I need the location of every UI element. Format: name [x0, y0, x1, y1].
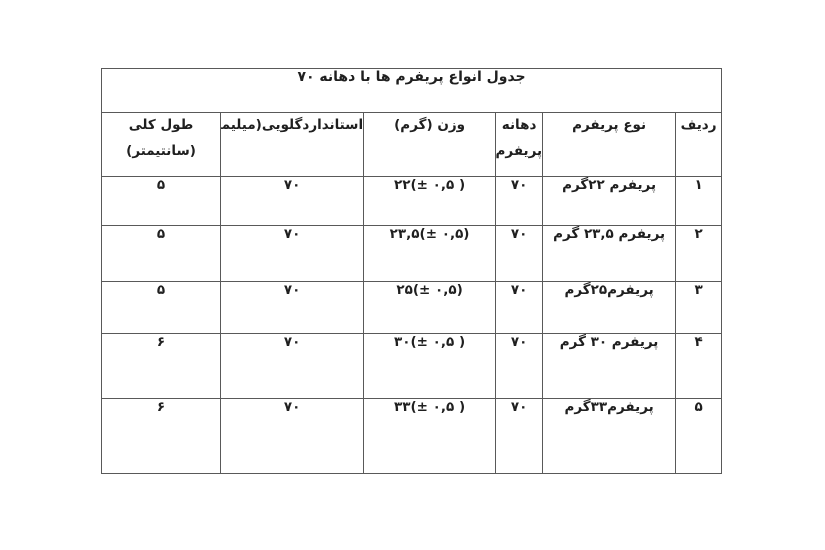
cell-standard: ۷۰: [220, 398, 365, 474]
cell-dahane: ۷۰: [495, 398, 544, 474]
cell-radif: ۲: [675, 225, 723, 282]
table-title-row: جدول انواع پریفرم ها با دهانه ۷۰: [100, 68, 723, 113]
cell-dahane: ۷۰: [495, 333, 544, 399]
col-header-length: طول کلی (سانتیمتر): [100, 112, 222, 177]
col-header-standard: استانداردگلویی(میلیمتر): [220, 112, 365, 177]
col-header-dahane: دهانه پریفرم: [495, 112, 544, 177]
cell-length: ۵: [100, 176, 222, 226]
cell-weight-value: ۳۳(± ۰,۵ ): [394, 399, 466, 416]
table-row: ۵ پریفرم۳۳گرم ۷۰ ۳۳(± ۰,۵ ) ۷۰ ۶: [100, 398, 723, 474]
cell-standard: ۷۰: [220, 281, 365, 334]
cell-weight: ۲۲(± ۰,۵ ): [363, 176, 497, 226]
col-header-type: نوع پریفرم: [542, 112, 677, 177]
cell-length: ۵: [100, 281, 222, 334]
cell-length: ۵: [100, 225, 222, 282]
cell-radif: ۳: [675, 281, 723, 334]
cell-length: ۶: [100, 333, 222, 399]
cell-type: پریفرم ۳۰ گرم: [542, 333, 677, 399]
cell-weight-value: ۲۳,۵(± ۰,۵): [389, 226, 470, 243]
table-title: جدول انواع پریفرم ها با دهانه ۷۰: [100, 68, 723, 113]
cell-length: ۶: [100, 398, 222, 474]
cell-weight: ۲۳,۵(± ۰,۵): [363, 225, 497, 282]
col-header-length-line1: طول کلی: [128, 117, 194, 133]
cell-radif: ۵: [675, 398, 723, 474]
table-row: ۱ پریفرم ۲۲گرم ۷۰ ۲۲(± ۰,۵ ) ۷۰ ۵: [100, 176, 723, 226]
cell-weight-value: ۳۰(± ۰,۵ ): [394, 334, 466, 351]
cell-radif: ۱: [675, 176, 723, 226]
table-row: ۲ پریفرم ۲۳,۵ گرم ۷۰ ۲۳,۵(± ۰,۵) ۷۰ ۵: [100, 225, 723, 282]
cell-type: پریفرم۲۵گرم: [542, 281, 677, 334]
cell-dahane: ۷۰: [495, 176, 544, 226]
col-header-dahane-line1: دهانه: [501, 117, 537, 133]
cell-dahane: ۷۰: [495, 281, 544, 334]
col-header-radif: ردیف: [675, 112, 723, 177]
col-header-dahane-line2: پریفرم: [495, 142, 543, 159]
preform-table: جدول انواع پریفرم ها با دهانه ۷۰ ردیف نو…: [100, 68, 723, 474]
cell-standard: ۷۰: [220, 333, 365, 399]
cell-weight: ۳۰(± ۰,۵ ): [363, 333, 497, 399]
cell-standard: ۷۰: [220, 176, 365, 226]
cell-type: پریفرم ۲۲گرم: [542, 176, 677, 226]
cell-standard: ۷۰: [220, 225, 365, 282]
table-row: ۴ پریفرم ۳۰ گرم ۷۰ ۳۰(± ۰,۵ ) ۷۰ ۶: [100, 333, 723, 399]
table-row: ۳ پریفرم۲۵گرم ۷۰ ۲۵(± ۰,۵) ۷۰ ۵: [100, 281, 723, 334]
cell-weight: ۲۵(± ۰,۵): [363, 281, 497, 334]
cell-weight-value: ۲۵(± ۰,۵): [396, 282, 463, 299]
cell-dahane: ۷۰: [495, 225, 544, 282]
cell-weight: ۳۳(± ۰,۵ ): [363, 398, 497, 474]
cell-type: پریفرم۳۳گرم: [542, 398, 677, 474]
col-header-weight: وزن (گرم): [363, 112, 497, 177]
cell-radif: ۴: [675, 333, 723, 399]
cell-type: پریفرم ۲۳,۵ گرم: [542, 225, 677, 282]
col-header-length-line2: (سانتیمتر): [126, 142, 196, 159]
cell-weight-value: ۲۲(± ۰,۵ ): [394, 177, 466, 194]
table-header-row: ردیف نوع پریفرم دهانه پریفرم وزن (گرم) ا…: [100, 112, 723, 177]
